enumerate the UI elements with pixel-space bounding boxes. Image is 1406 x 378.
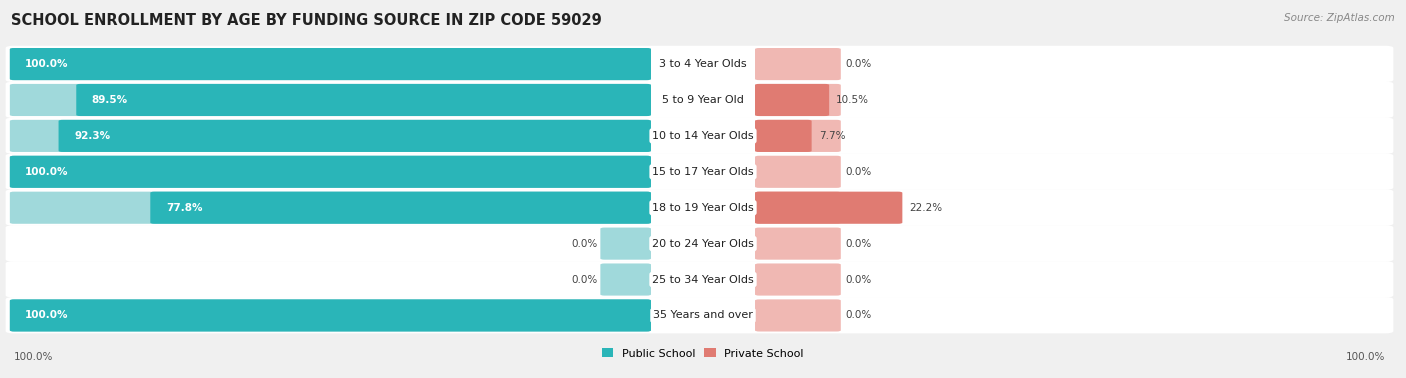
Text: 0.0%: 0.0% [845,167,872,177]
Text: 100.0%: 100.0% [25,310,69,321]
Text: 7.7%: 7.7% [818,131,845,141]
Text: 100.0%: 100.0% [25,59,69,69]
Text: 25 to 34 Year Olds: 25 to 34 Year Olds [652,274,754,285]
Legend: Public School, Private School: Public School, Private School [598,344,808,363]
Text: 15 to 17 Year Olds: 15 to 17 Year Olds [652,167,754,177]
Text: 35 Years and over: 35 Years and over [652,310,754,321]
Text: 100.0%: 100.0% [25,167,69,177]
Text: 100.0%: 100.0% [1346,352,1385,362]
Text: 3 to 4 Year Olds: 3 to 4 Year Olds [659,59,747,69]
Text: 77.8%: 77.8% [166,203,202,213]
Text: 0.0%: 0.0% [845,239,872,249]
Text: Source: ZipAtlas.com: Source: ZipAtlas.com [1284,13,1395,23]
Text: 0.0%: 0.0% [571,274,598,285]
Text: 5 to 9 Year Old: 5 to 9 Year Old [662,95,744,105]
Text: 100.0%: 100.0% [14,352,53,362]
Text: 89.5%: 89.5% [91,95,128,105]
Text: 10.5%: 10.5% [837,95,869,105]
Text: 92.3%: 92.3% [75,131,110,141]
Text: 20 to 24 Year Olds: 20 to 24 Year Olds [652,239,754,249]
Text: 22.2%: 22.2% [910,203,942,213]
Text: 0.0%: 0.0% [845,59,872,69]
Text: SCHOOL ENROLLMENT BY AGE BY FUNDING SOURCE IN ZIP CODE 59029: SCHOOL ENROLLMENT BY AGE BY FUNDING SOUR… [11,13,602,28]
Text: 18 to 19 Year Olds: 18 to 19 Year Olds [652,203,754,213]
Text: 0.0%: 0.0% [571,239,598,249]
Text: 0.0%: 0.0% [845,274,872,285]
Text: 10 to 14 Year Olds: 10 to 14 Year Olds [652,131,754,141]
Text: 0.0%: 0.0% [845,310,872,321]
